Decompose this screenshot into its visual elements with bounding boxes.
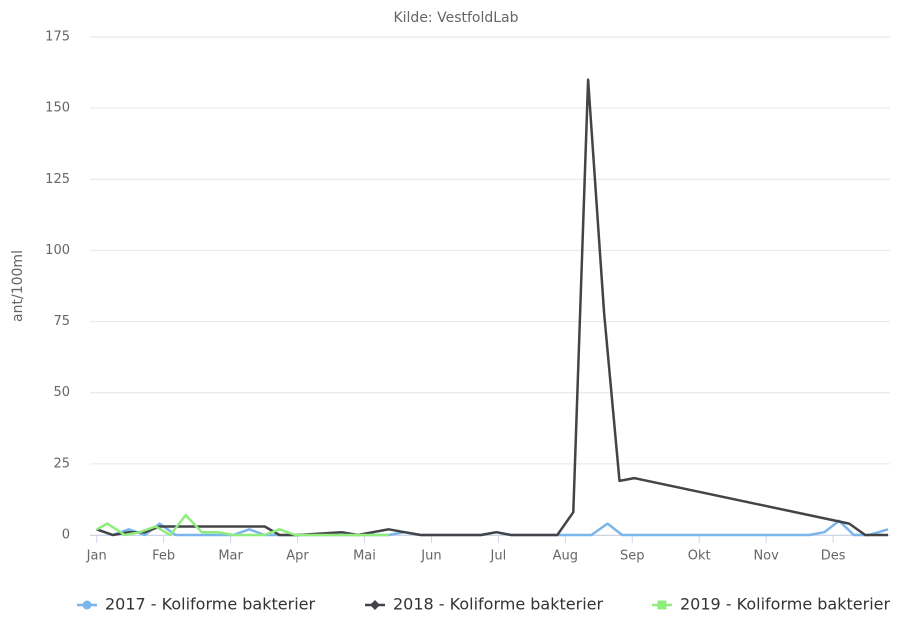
legend-item[interactable]: 2018 - Koliforme bakterier	[365, 595, 603, 614]
x-tick-label: Okt	[688, 549, 711, 564]
legend-label: 2018 - Koliforme bakterier	[393, 595, 603, 614]
series-line	[96, 513, 389, 537]
x-tick-label: Jul	[490, 549, 507, 564]
chart-subtitle: Kilde: VestfoldLab	[393, 10, 518, 26]
legend-label: 2019 - Koliforme bakterier	[680, 595, 890, 614]
y-tick-label: 100	[45, 243, 70, 258]
x-tick-label: Sep	[620, 549, 645, 564]
y-axis-label: ant/100ml	[10, 250, 26, 322]
y-tick-label: 0	[62, 528, 70, 543]
legend-marker	[82, 600, 92, 610]
x-tick-label: Feb	[152, 549, 175, 564]
x-tick-label: Mai	[353, 549, 376, 564]
y-tick-label: 75	[53, 314, 70, 329]
legend-item[interactable]: 2019 - Koliforme bakterier	[652, 595, 890, 614]
x-tick-label: Des	[821, 549, 846, 564]
y-tick-label: 50	[53, 385, 70, 400]
x-tick-label: Apr	[286, 549, 309, 564]
series-line	[96, 78, 888, 537]
y-tick-label: 125	[45, 172, 70, 187]
x-tick-label: Jan	[86, 549, 107, 564]
x-tick-label: Nov	[753, 549, 779, 564]
y-tick-label: 175	[45, 30, 70, 45]
x-tick-label: Aug	[553, 549, 578, 564]
x-tick-label: Mar	[218, 549, 243, 564]
legend-marker	[370, 600, 380, 610]
legend-label: 2017 - Koliforme bakterier	[105, 595, 315, 614]
x-tick-label: Jun	[420, 549, 441, 564]
y-tick-label: 25	[53, 456, 70, 471]
legend-marker	[657, 600, 667, 610]
legend-item[interactable]: 2017 - Koliforme bakterier	[77, 595, 315, 614]
y-tick-label: 150	[45, 101, 70, 116]
